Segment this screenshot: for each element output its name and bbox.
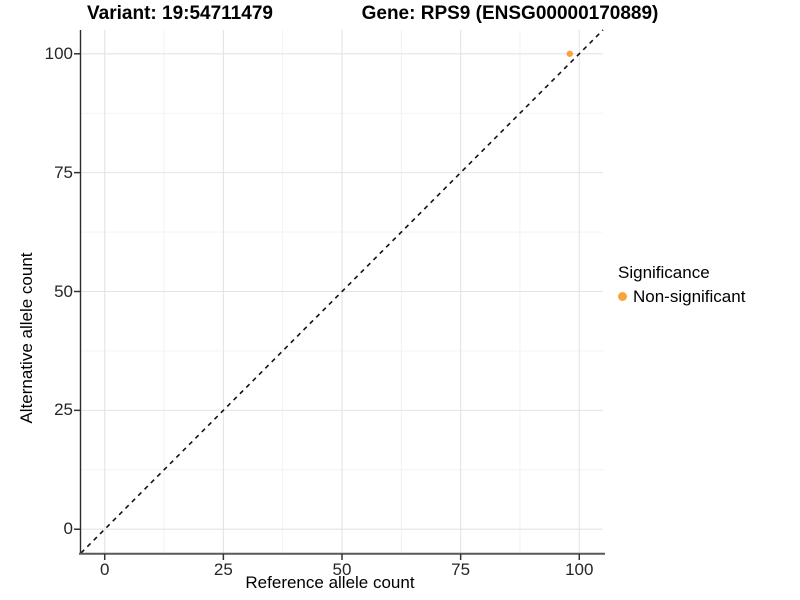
x-tick-label: 50 <box>332 560 352 579</box>
y-tick-label: 75 <box>54 162 73 182</box>
y-tick-label: 25 <box>54 400 73 420</box>
legend: Significance Non-significant <box>618 262 745 307</box>
x-tick-label: 25 <box>213 560 233 579</box>
legend-title: Significance <box>618 263 710 282</box>
legend-item-non-significant: Non-significant <box>618 286 745 307</box>
x-tick-label: 100 <box>565 560 594 579</box>
non-significant-point-icon <box>618 292 627 301</box>
y-axis-title: Alternative allele count <box>17 252 36 424</box>
legend-item-label: Non-significant <box>633 287 746 306</box>
x-tick-label: 0 <box>99 560 110 579</box>
y-tick-label: 50 <box>54 281 73 301</box>
variant-title: Variant: 19:54711479 <box>87 3 273 24</box>
gene-title: Gene: RPS9 (ENSG00000170889) <box>361 3 659 24</box>
x-tick-label: 75 <box>451 560 471 579</box>
data-point <box>566 50 573 57</box>
x-axis-title: Reference allele count <box>245 573 415 592</box>
y-tick-label: 0 <box>63 519 73 539</box>
y-tick-label: 100 <box>44 43 73 63</box>
identity-dashed-line <box>80 29 604 554</box>
